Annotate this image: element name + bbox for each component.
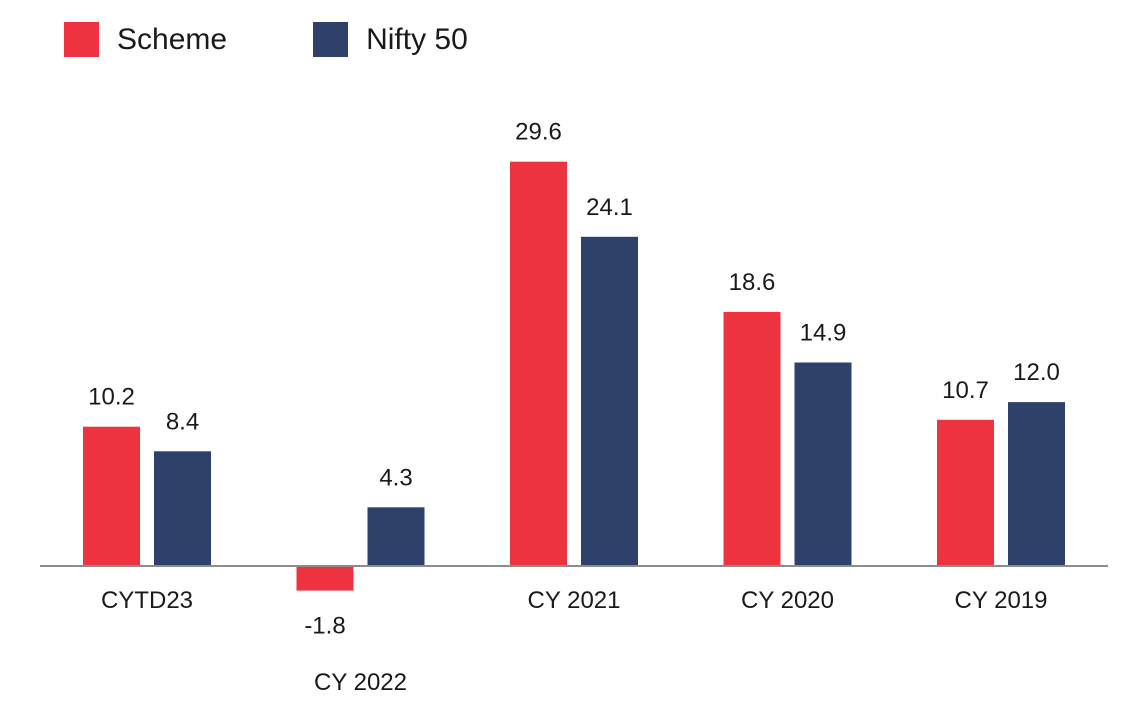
bar-nifty-50-cy-2019 (1008, 402, 1065, 566)
bar-scheme-cy-2020 (723, 311, 781, 566)
legend-label-scheme: Scheme (117, 22, 228, 56)
bar-nifty-50-cy-2022 (367, 507, 425, 566)
legend-label-nifty-50: Nifty 50 (366, 22, 468, 56)
legend-swatch-scheme (64, 22, 99, 57)
bar-nifty-50-cytd23 (154, 451, 211, 566)
bar-nifty-50-cy-2020 (794, 362, 852, 566)
x-tick-label: CYTD23 (101, 587, 193, 614)
data-label: 18.6 (729, 269, 776, 296)
legend-swatch-nifty-50 (313, 22, 349, 57)
chart-legend: Scheme Nifty 50 (64, 22, 468, 57)
x-tick-label: CY 2022 (314, 669, 407, 696)
legend-item-nifty-50: Nifty 50 (313, 22, 468, 57)
x-tick-label: CY 2020 (741, 587, 834, 614)
data-label: 10.7 (942, 377, 989, 404)
bar-scheme-cy-2021 (510, 161, 567, 566)
data-label: 10.2 (88, 384, 135, 411)
x-tick-label: CY 2021 (528, 587, 621, 614)
data-label: 4.3 (379, 464, 412, 491)
data-label: 29.6 (515, 119, 562, 146)
bar-scheme-cytd23 (83, 426, 140, 566)
bar-nifty-50-cy-2021 (581, 236, 638, 567)
data-label: 24.1 (586, 194, 633, 221)
data-label: -1.8 (304, 613, 345, 640)
x-tick-label: CY 2019 (955, 587, 1048, 614)
bar-scheme-cy-2022 (296, 566, 354, 591)
bar-scheme-cy-2019 (937, 419, 994, 566)
legend-item-scheme: Scheme (64, 22, 227, 57)
data-label: 8.4 (166, 408, 199, 435)
data-label: 12.0 (1013, 359, 1060, 386)
data-label: 14.9 (800, 320, 847, 347)
